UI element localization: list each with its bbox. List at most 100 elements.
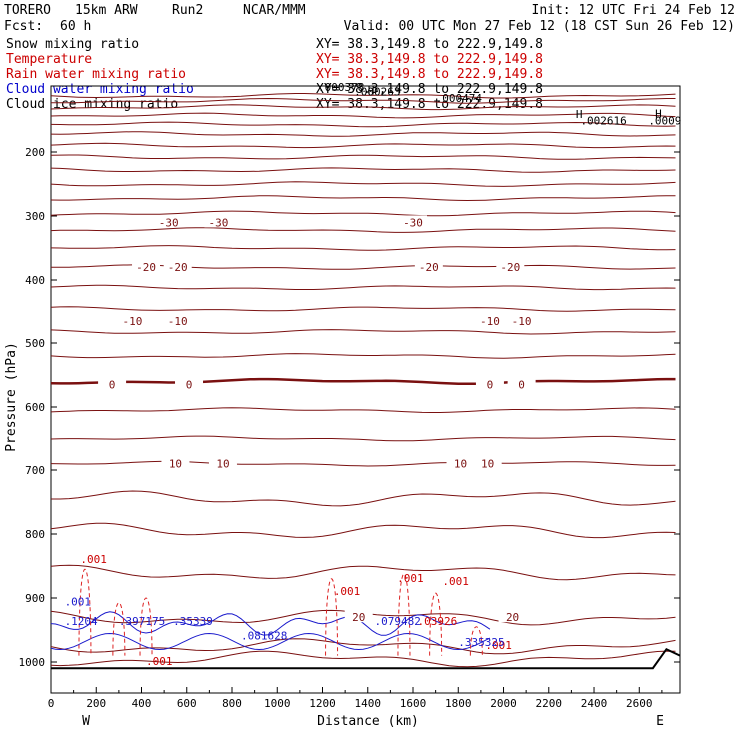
cloud-water-contour xyxy=(50,611,491,636)
label-bg xyxy=(208,456,237,469)
x-tick-label: 0 xyxy=(48,697,55,710)
temperature-label: 20 xyxy=(352,611,365,624)
high-marker: H xyxy=(655,107,662,120)
field-name-snow: Snow mixing ratio xyxy=(6,37,139,52)
label-bg xyxy=(175,377,204,390)
isotherm-line xyxy=(50,377,676,386)
rain-water-contour xyxy=(139,597,153,656)
label-bg xyxy=(204,215,233,228)
isotherm-line xyxy=(50,306,676,312)
center-label: NCAR/MMM xyxy=(243,3,306,18)
isotherm-line xyxy=(50,435,676,442)
isotherm-line xyxy=(50,97,676,104)
temperature-label: 0 xyxy=(186,379,193,392)
isotherm-line xyxy=(50,638,676,655)
label-bg xyxy=(118,313,147,326)
cloud-water-label: .35339 xyxy=(173,615,213,628)
temperature-label: 10 xyxy=(216,458,229,471)
isotherm-line xyxy=(50,227,676,233)
label-bg xyxy=(163,260,192,273)
x-tick-label: 400 xyxy=(132,697,152,710)
snow-label: .000378 xyxy=(318,81,364,94)
rain-water-contour xyxy=(397,573,411,656)
x-tick-label: 1600 xyxy=(400,697,427,710)
label-bg xyxy=(344,610,373,623)
valid-label: Valid: 00 UTC Mon 27 Feb 12 (18 CST Sun … xyxy=(344,19,735,34)
temperature-label: 0 xyxy=(518,379,525,392)
rain-label: .001 xyxy=(80,553,107,566)
temperature-label: -10 xyxy=(123,315,143,328)
x-tick-label: 1000 xyxy=(264,697,291,710)
isotherm-line xyxy=(50,104,676,111)
label-bg xyxy=(475,377,504,390)
model-label: TORERO xyxy=(4,3,51,18)
y-tick-label: 900 xyxy=(25,592,45,605)
y-axis-title: Pressure (hPa) xyxy=(4,342,19,452)
temperature-label: 0 xyxy=(487,379,494,392)
high-marker: H xyxy=(576,108,583,121)
x-tick-label: 2400 xyxy=(581,697,608,710)
rain-label: .001 xyxy=(485,639,512,652)
temperature-label: -30 xyxy=(403,216,423,229)
axes-group: 0 200 400 600 800 1000 1200 1400 1600 1800 2000 220… xyxy=(19,146,680,710)
temperature-label: -20 xyxy=(500,261,520,274)
rain-water-contour xyxy=(112,602,126,656)
field-name-temperature: Temperature xyxy=(6,52,92,67)
isotherm-line xyxy=(50,181,676,187)
field-xy-snow: XY= 38.3,149.8 to 222.9,149.8 xyxy=(316,37,543,52)
label-bg xyxy=(161,456,190,469)
mixing-ratio-contours xyxy=(50,568,681,670)
isotherm-line xyxy=(50,564,676,581)
rain-water-contour xyxy=(469,626,483,656)
label-bg xyxy=(446,456,475,469)
temperature-label: -30 xyxy=(208,216,228,229)
field-name-cloud-ice: Cloud ice mixing ratio xyxy=(6,97,178,112)
field-name-rain: Rain water mixing ratio xyxy=(6,67,186,82)
temperature-label: -10 xyxy=(480,315,500,328)
x-tick-label: 1800 xyxy=(445,697,472,710)
plot-frame xyxy=(50,85,681,694)
isotherm-line xyxy=(50,522,676,539)
isotherm-line xyxy=(50,195,676,202)
isotherm-line xyxy=(50,353,676,359)
high-marker: H xyxy=(368,84,375,97)
temperature-label: 10 xyxy=(169,458,182,471)
snow-label: .000474 xyxy=(436,92,483,105)
label-bg xyxy=(507,377,536,390)
isotherm-line xyxy=(50,210,676,217)
rain-label: .001 xyxy=(334,585,361,598)
label-bg xyxy=(98,377,127,390)
field-name-cloud-water: Cloud water mixing ratio xyxy=(6,82,194,97)
isotherm-line xyxy=(50,245,676,251)
label-bg xyxy=(475,313,504,326)
field-xy-temperature: XY= 38.3,149.8 to 222.9,149.8 xyxy=(316,52,543,67)
x-tick-label: 2200 xyxy=(536,697,563,710)
temperature-label: -20 xyxy=(419,261,439,274)
isotherm-line xyxy=(50,142,676,149)
y-tick-label: 300 xyxy=(25,210,45,223)
x-tick-label: 2000 xyxy=(490,697,517,710)
temperature-label: 10 xyxy=(454,458,467,471)
isotherm-line xyxy=(50,112,676,119)
isotherm-line xyxy=(50,460,676,467)
rain-water-contour xyxy=(429,592,443,656)
cloud-water-label: .1204 xyxy=(65,615,98,628)
y-tick-label: 800 xyxy=(25,528,45,541)
rain-label: .001 xyxy=(146,655,173,668)
west-label: W xyxy=(82,714,90,729)
fcst-value: 60 h xyxy=(60,19,91,34)
rain-label: .001 xyxy=(442,575,469,588)
snow-label: .002616 xyxy=(580,114,626,127)
cloud-water-label: .335325 xyxy=(458,636,504,649)
x-tick-label: 800 xyxy=(222,697,242,710)
fcst-label: Fcst: xyxy=(4,19,43,34)
rain-label: .001 xyxy=(397,572,424,585)
isotherm-line xyxy=(50,154,676,160)
cloud-water-label: .079482 xyxy=(375,615,421,628)
label-bg xyxy=(154,215,183,228)
x-tick-label: 2600 xyxy=(626,697,653,710)
label-bg xyxy=(473,456,502,469)
temperature-label: 10 xyxy=(481,458,494,471)
temperature-label: -10 xyxy=(512,315,532,328)
